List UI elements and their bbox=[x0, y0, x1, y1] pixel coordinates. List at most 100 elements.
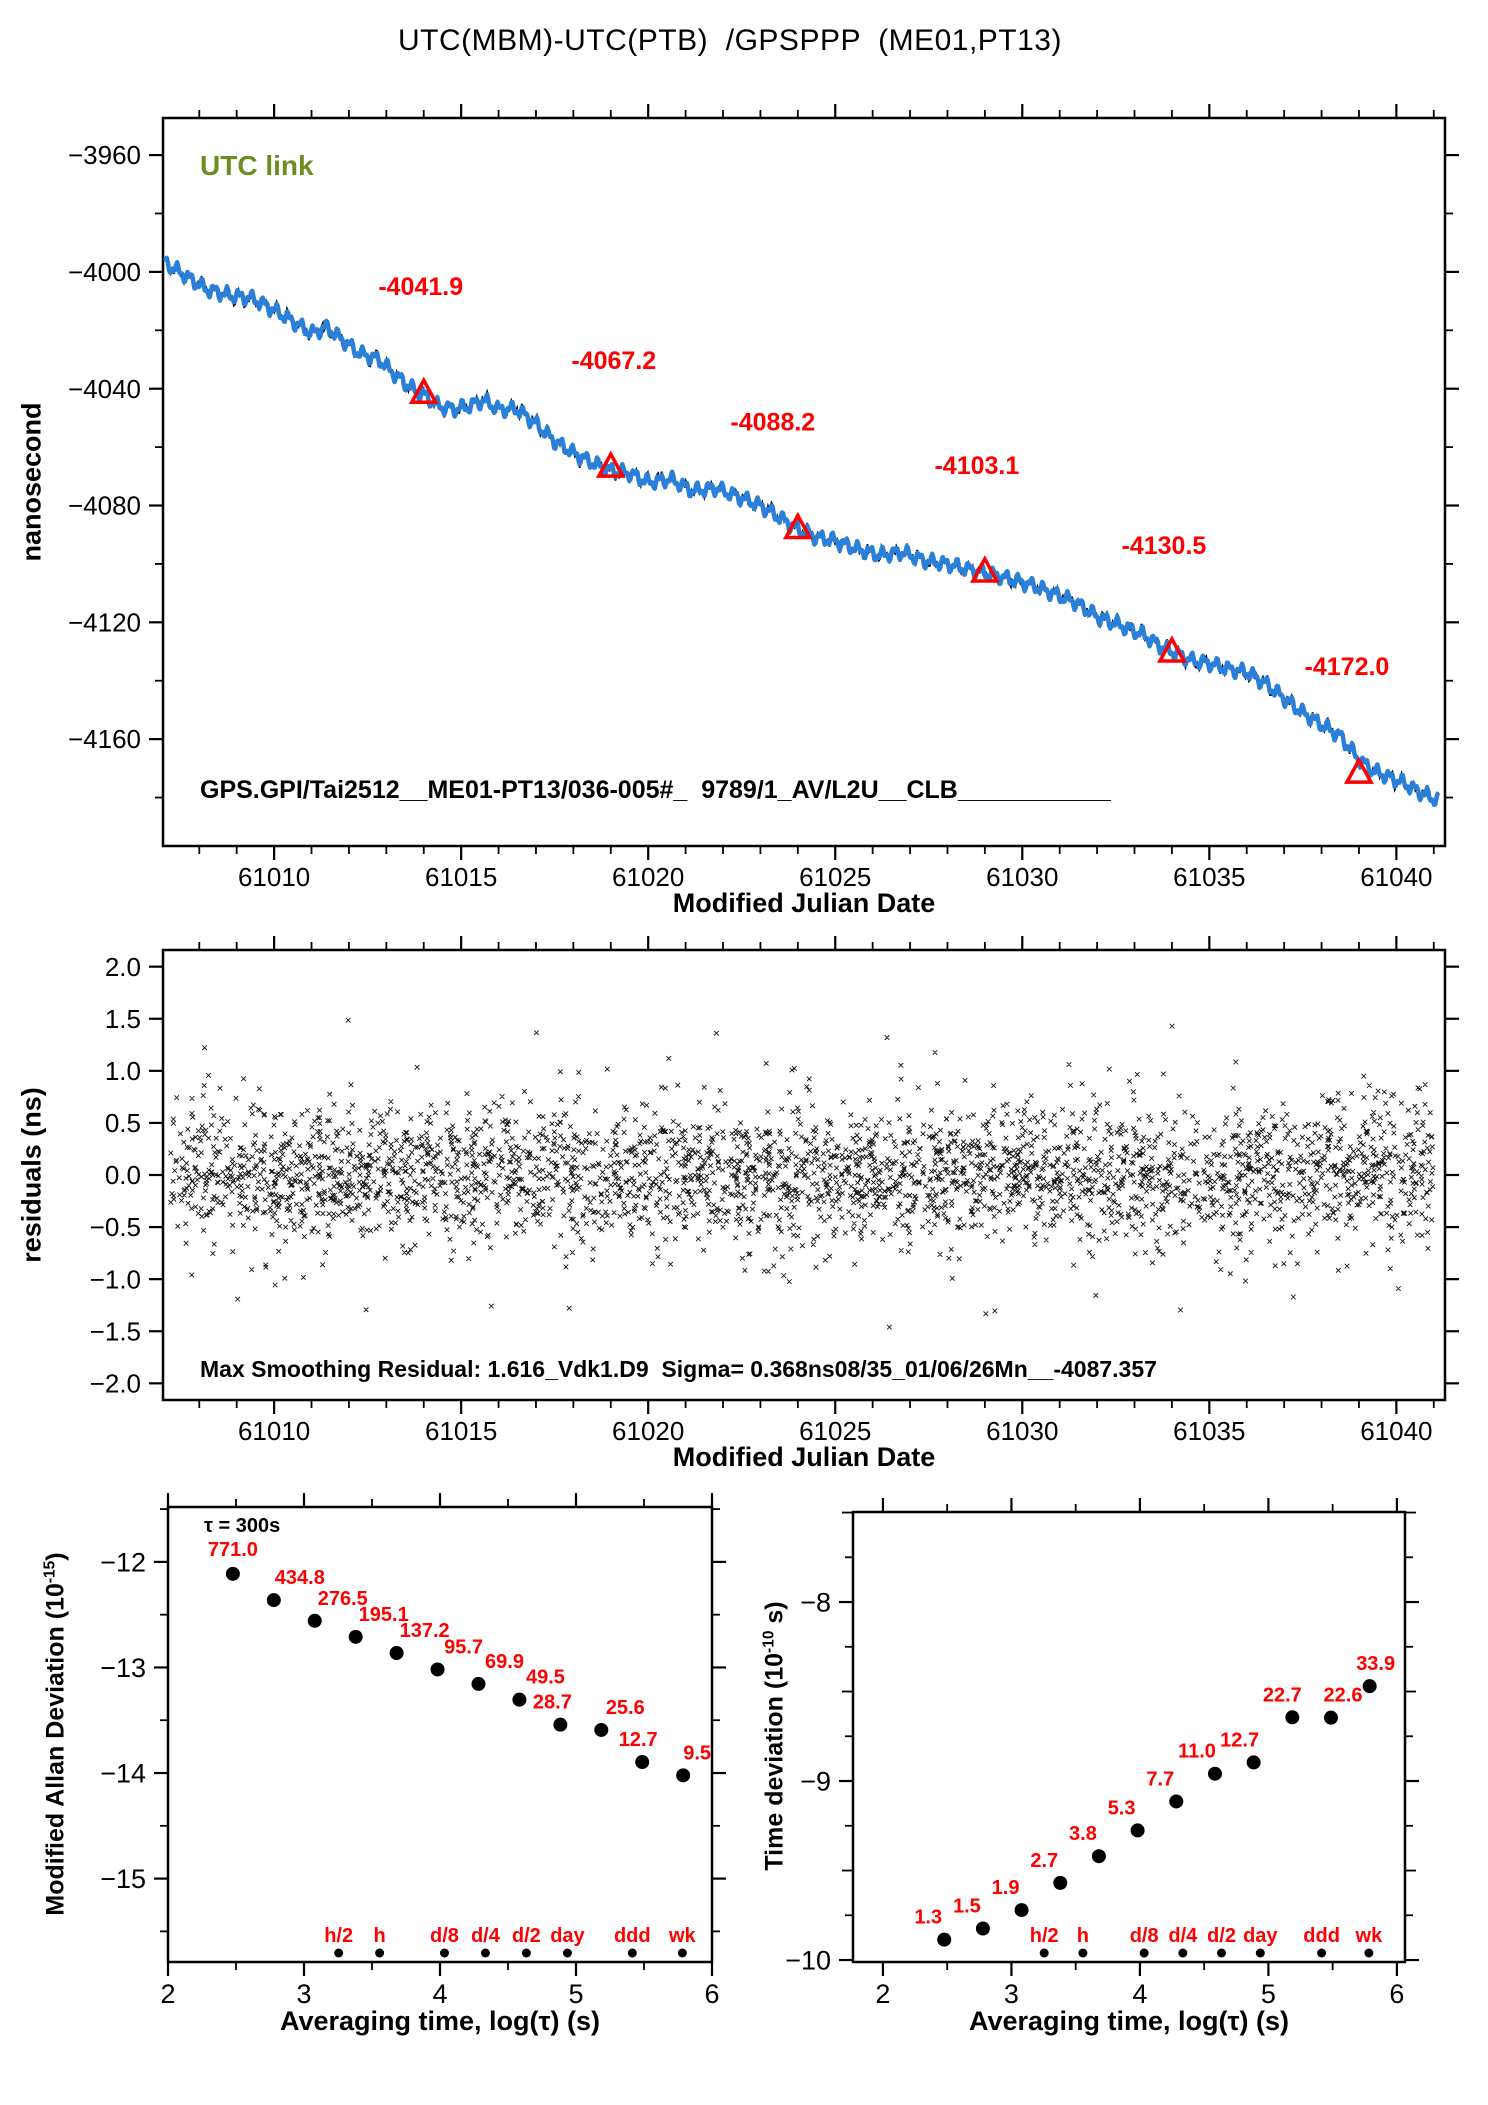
data-point-label: 49.5 bbox=[526, 1667, 565, 1689]
tau-marker-label: h bbox=[374, 1925, 386, 1947]
svg-text:−12: −12 bbox=[100, 1547, 146, 1577]
data-point-label: 3.8 bbox=[1069, 1823, 1097, 1845]
tau-marker-label: ddd bbox=[1303, 1925, 1340, 1947]
data-point-label: 12.7 bbox=[619, 1729, 658, 1751]
svg-text:6: 6 bbox=[1389, 1979, 1404, 2009]
calibration-triangle-marker bbox=[1344, 756, 1374, 784]
tau-marker-label: wk bbox=[668, 1925, 697, 1947]
svg-text:−13: −13 bbox=[100, 1653, 146, 1683]
data-point bbox=[1091, 1849, 1106, 1864]
tau-marker-label: h/2 bbox=[324, 1925, 353, 1947]
tau-marker-label: d/8 bbox=[1130, 1925, 1159, 1947]
residuals-panel: 61010 61015 61020 61025 61030 61035 61040 2.0 1.… bbox=[90, 936, 1459, 1446]
marker-value-label: -4103.1 bbox=[934, 452, 1019, 480]
svg-text:−3960: −3960 bbox=[68, 140, 141, 170]
tau-marker-dot bbox=[1178, 1948, 1188, 1958]
data-point-label: 95.7 bbox=[444, 1636, 483, 1658]
svg-text:61020: 61020 bbox=[612, 862, 684, 892]
tau-marker-label: d/4 bbox=[471, 1925, 501, 1947]
svg-text:4: 4 bbox=[1132, 1979, 1147, 2009]
data-point-label: 2.7 bbox=[1030, 1850, 1058, 1872]
data-point bbox=[553, 1717, 568, 1732]
svg-text:5: 5 bbox=[1261, 1979, 1276, 2009]
svg-text:3: 3 bbox=[1004, 1979, 1019, 2009]
marker-value-label: -4041.9 bbox=[378, 273, 463, 301]
data-point bbox=[1285, 1710, 1300, 1725]
madev-panel-y-axis-title: Modified Allan Deviation (10-15) bbox=[41, 1552, 70, 1915]
data-point bbox=[225, 1566, 240, 1581]
tau-marker-label: d/8 bbox=[430, 1925, 459, 1947]
svg-text:4: 4 bbox=[432, 1979, 447, 2009]
tau-marker-dot bbox=[1078, 1948, 1088, 1958]
residuals-panel-y-axis-title: residuals (ns) bbox=[16, 1087, 47, 1263]
svg-text:−8: −8 bbox=[800, 1587, 831, 1617]
data-point bbox=[1014, 1903, 1029, 1918]
svg-text:−4000: −4000 bbox=[68, 257, 141, 287]
madev-panel-x-axis-title: Averaging time, log(τ) (s) bbox=[279, 2006, 601, 2036]
svg-text:0.5: 0.5 bbox=[105, 1108, 141, 1138]
data-point-label: 1.9 bbox=[992, 1877, 1020, 1899]
tdev-panel: 2 3 4 5 6 −8 −9 −10 h/2 h d/8 d/4 d/2 day ddd wk 1.3 1.5 1… bbox=[785, 1498, 1419, 2009]
data-point bbox=[594, 1722, 609, 1737]
svg-text:6: 6 bbox=[704, 1979, 719, 2009]
tau-marker-dot bbox=[439, 1948, 449, 1958]
data-point-label: 276.5 bbox=[318, 1588, 368, 1610]
data-point bbox=[1362, 1679, 1377, 1694]
residual-cross-markers bbox=[168, 1017, 1436, 1330]
top-panel-dataset-code: GPS.GPI/Tai2512__ME01-PT13/036-005#_ 978… bbox=[200, 776, 1111, 804]
utc-link-label: UTC link bbox=[200, 150, 314, 181]
tau-marker-label: wk bbox=[1355, 1925, 1384, 1947]
data-point-label: 7.7 bbox=[1146, 1768, 1174, 1790]
tau-marker-dot bbox=[1039, 1948, 1049, 1958]
data-point bbox=[348, 1629, 363, 1644]
tau-marker-dot bbox=[480, 1948, 490, 1958]
top-panel-y-axis-title: nanosecond bbox=[16, 402, 47, 562]
data-point bbox=[389, 1646, 404, 1661]
data-point bbox=[1130, 1823, 1145, 1838]
svg-text:−4040: −4040 bbox=[68, 374, 141, 404]
svg-text:61035: 61035 bbox=[1173, 1416, 1245, 1446]
data-point bbox=[430, 1662, 445, 1677]
data-point-label: 5.3 bbox=[1108, 1797, 1136, 1819]
svg-text:2: 2 bbox=[160, 1979, 175, 2009]
svg-text:61025: 61025 bbox=[799, 862, 871, 892]
data-point bbox=[1053, 1875, 1068, 1890]
calibration-triangle-marker bbox=[1156, 635, 1187, 663]
tau-marker-dot bbox=[1139, 1948, 1149, 1958]
data-point bbox=[1207, 1766, 1222, 1781]
data-point bbox=[307, 1613, 322, 1628]
utc-link-panel: 61010 61015 61020 61025 61030 61035 61040 −3960… bbox=[68, 104, 1459, 892]
svg-text:−1.0: −1.0 bbox=[90, 1264, 141, 1294]
data-point-label: 22.7 bbox=[1263, 1684, 1302, 1706]
tau-marker-dot bbox=[375, 1948, 385, 1958]
svg-text:−9: −9 bbox=[800, 1766, 831, 1796]
utc-link-trace bbox=[163, 255, 1440, 808]
calibration-triangle-marker bbox=[595, 450, 626, 478]
svg-text:1.0: 1.0 bbox=[105, 1056, 141, 1086]
data-point-label: 9.5 bbox=[683, 1742, 711, 1764]
tdev-y-title-suffix: s) bbox=[760, 1601, 789, 1631]
data-point-label: 195.1 bbox=[359, 1604, 409, 1626]
tdev-panel-x-axis-title: Averaging time, log(τ) (s) bbox=[968, 2006, 1290, 2036]
mdev-panel: 2 3 4 5 6 −12 −13 −14 −15 h/2 h d/8 d/4 d/2 day ddd wk 77… bbox=[100, 1493, 726, 2009]
tdev-y-title-prefix: Time deviation (10 bbox=[760, 1652, 789, 1871]
madev-tau-note: τ = 300s bbox=[204, 1515, 281, 1537]
tau-marker-label: h bbox=[1077, 1925, 1089, 1947]
svg-text:61030: 61030 bbox=[986, 1416, 1058, 1446]
data-point bbox=[1169, 1794, 1184, 1809]
tau-marker-label: d/2 bbox=[512, 1925, 541, 1947]
data-point bbox=[937, 1932, 952, 1947]
svg-text:61010: 61010 bbox=[238, 862, 310, 892]
svg-text:61040: 61040 bbox=[1360, 862, 1432, 892]
residuals-panel-x-axis-title: Modified Julian Date bbox=[672, 1442, 936, 1472]
svg-text:61040: 61040 bbox=[1360, 1416, 1432, 1446]
tau-marker-label: ddd bbox=[614, 1925, 651, 1947]
tau-marker-dot bbox=[334, 1948, 344, 1958]
data-point-label: 12.7 bbox=[1220, 1729, 1259, 1751]
svg-text:61010: 61010 bbox=[238, 1416, 310, 1446]
data-point bbox=[975, 1921, 990, 1936]
tau-marker-dot bbox=[1217, 1948, 1227, 1958]
residuals-annotation: Max Smoothing Residual: 1.616_Vdk1.D9 Si… bbox=[200, 1356, 1157, 1382]
data-point-label: 28.7 bbox=[533, 1692, 572, 1714]
